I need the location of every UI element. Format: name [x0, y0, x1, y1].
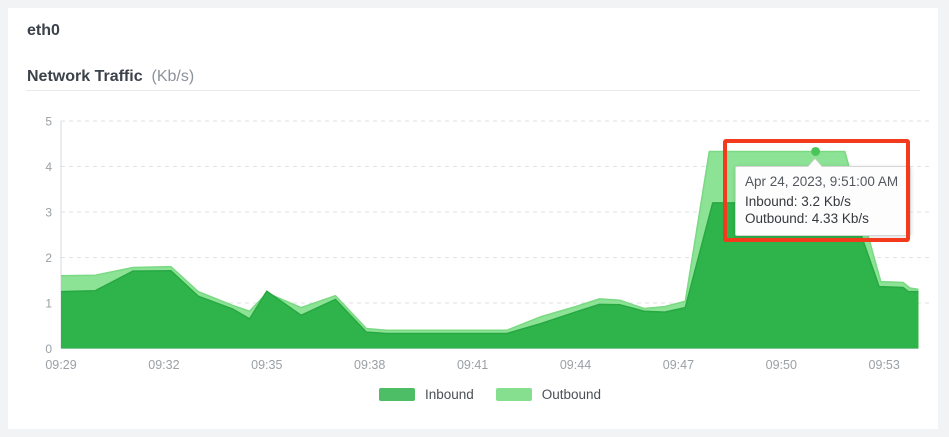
x-axis-tick-label: 09:32 [148, 358, 179, 372]
y-axis-tick-label: 2 [45, 251, 52, 265]
tooltip-values: Inbound: 3.2 Kb/s Outbound: 4.33 Kb/s [745, 193, 898, 227]
outbound-line [60, 150, 919, 332]
legend-label: Outbound [541, 387, 602, 402]
legend-label: Inbound [424, 387, 474, 402]
y-axis-tick-label: 4 [45, 160, 52, 174]
x-axis-tick-label: 09:35 [251, 358, 282, 372]
x-axis-tick-label: 09:41 [457, 358, 488, 372]
inbound-area [61, 202, 919, 349]
y-axis-tick-label: 3 [45, 206, 52, 220]
tooltip-line: Inbound: 3.2 Kb/s [745, 194, 851, 209]
y-axis-tick-label: 1 [45, 297, 52, 311]
chart-title-row: Network Traffic (Kb/s) [27, 68, 194, 86]
chart-unit: (Kb/s) [151, 68, 195, 85]
annotation-highlight-box [723, 139, 910, 242]
x-axis-tick-label: 09:50 [766, 358, 797, 372]
legend-swatch-icon [378, 388, 415, 401]
legend-item-inbound[interactable]: Inbound [378, 387, 474, 402]
y-axis-tick-label: 5 [45, 115, 52, 129]
tooltip-date: Apr 24, 2023, 9:51:00 AM [745, 174, 899, 189]
y-axis-tick-label: 0 [45, 342, 52, 356]
header-divider [26, 90, 920, 91]
chart-legend: Inbound Outbound [61, 387, 919, 402]
hover-marker-dot [811, 146, 821, 156]
legend-swatch-icon [495, 388, 532, 401]
legend-item-outbound[interactable]: Outbound [495, 387, 602, 402]
x-axis-tick-label: 09:38 [354, 358, 385, 372]
x-axis-tick-label: 09:47 [663, 358, 694, 372]
x-axis-tick-label: 09:29 [45, 358, 76, 372]
x-axis-tick-label: 09:53 [869, 358, 900, 372]
chart-title: Network Traffic [27, 68, 143, 85]
x-axis-tick-label: 09:44 [560, 358, 591, 372]
chart-tooltip: Apr 24, 2023, 9:51:00 AM Inbound: 3.2 Kb… [735, 158, 912, 236]
tooltip-line: Outbound: 4.33 Kb/s [745, 211, 869, 226]
device-title: eth0 [27, 22, 60, 39]
